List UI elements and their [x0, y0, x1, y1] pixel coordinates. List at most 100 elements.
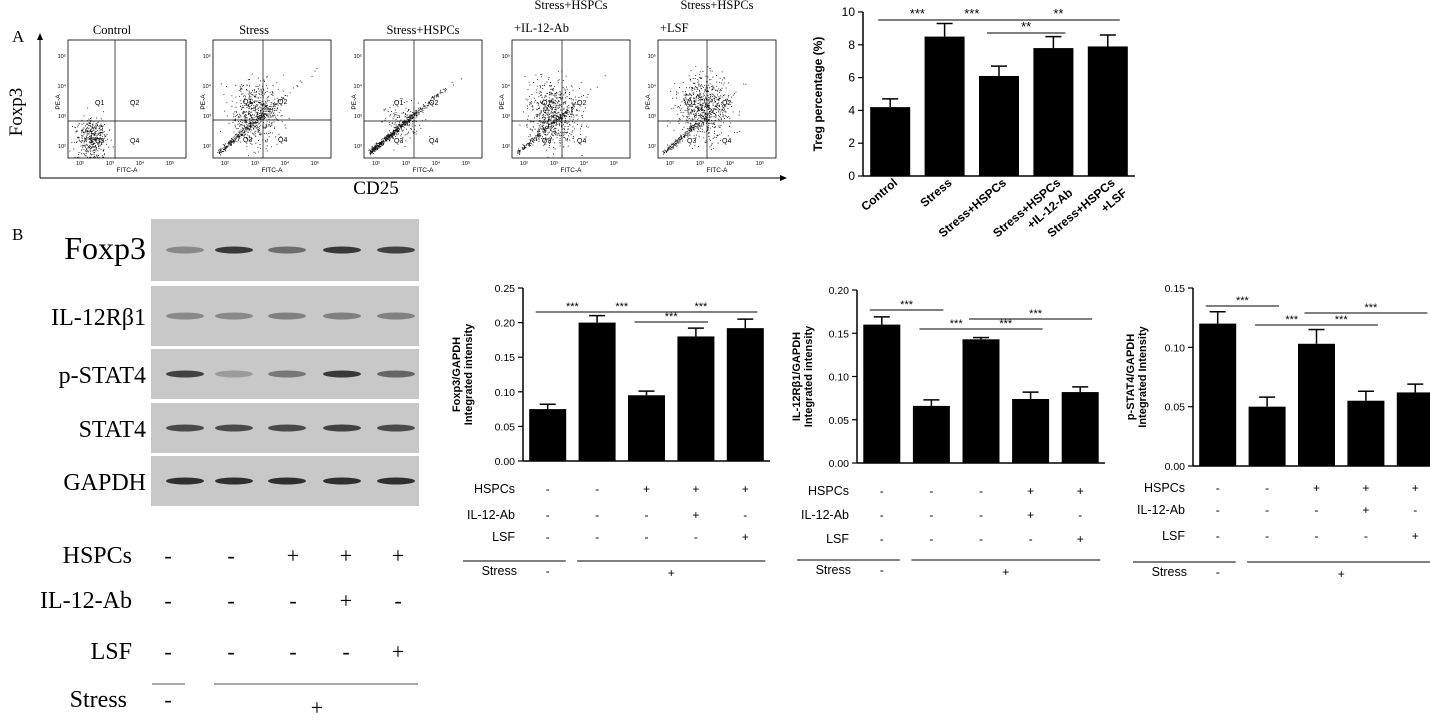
data-dot: [686, 128, 688, 130]
data-dot: [104, 137, 106, 139]
data-dot: [238, 132, 240, 134]
data-dot: [260, 102, 262, 104]
data-dot: [268, 107, 269, 109]
data-dot: [419, 124, 420, 126]
data-dot: [692, 127, 694, 129]
blot-band: [215, 246, 253, 254]
data-dot: [560, 116, 562, 118]
data-dot: [571, 113, 573, 115]
data-dot: [709, 119, 710, 121]
data-dot: [700, 127, 702, 129]
data-dot: [698, 85, 700, 87]
data-dot: [270, 108, 271, 109]
data-dot: [547, 116, 549, 118]
data-dot: [545, 95, 547, 97]
data-dot: [690, 125, 692, 127]
data-dot: [709, 68, 711, 69]
data-dot: [247, 111, 249, 113]
data-dot: [248, 139, 250, 141]
bar: [628, 395, 665, 461]
data-dot: [536, 138, 537, 140]
data-dot: [236, 102, 238, 104]
data-dot: [419, 107, 421, 109]
data-dot: [276, 82, 278, 84]
data-dot: [91, 147, 92, 149]
data-dot: [690, 103, 692, 104]
data-dot: [710, 110, 712, 112]
data-dot: [420, 128, 422, 129]
data-dot: [385, 138, 387, 140]
data-dot: [257, 108, 259, 110]
data-dot: [682, 134, 684, 136]
data-dot: [420, 108, 422, 110]
data-dot: [426, 107, 428, 109]
data-dot: [236, 133, 237, 135]
data-dot: [243, 111, 245, 113]
data-dot: [273, 110, 275, 111]
data-dot: [540, 110, 542, 112]
data-dot: [528, 145, 530, 147]
data-dot: [234, 111, 236, 113]
data-dot: [572, 126, 574, 128]
data-dot: [405, 121, 407, 123]
data-dot: [532, 108, 534, 110]
data-dot: [705, 119, 707, 121]
condition-sign: +: [287, 543, 299, 568]
data-dot: [373, 147, 375, 148]
data-dot: [240, 141, 242, 143]
data-dot: [548, 137, 550, 139]
data-dot: [102, 128, 103, 129]
data-dot: [406, 114, 408, 116]
data-dot: [271, 123, 273, 125]
data-dot: [90, 123, 91, 124]
data-dot: [404, 121, 406, 122]
data-dot: [275, 103, 277, 105]
data-dot: [246, 145, 248, 147]
data-dot: [555, 93, 557, 95]
data-dot: [433, 97, 435, 99]
data-dot: [370, 154, 371, 156]
data-dot: [90, 151, 92, 153]
data-dot: [241, 127, 243, 129]
data-dot: [244, 127, 246, 129]
data-dot: [243, 100, 244, 102]
data-dot: [725, 100, 727, 102]
data-dot: [76, 140, 78, 142]
data-dot: [537, 79, 539, 81]
data-dot: [676, 91, 677, 93]
significance-label: ***: [665, 311, 679, 323]
data-dot: [560, 114, 562, 116]
data-dot: [369, 149, 371, 151]
data-dot: [239, 132, 241, 134]
data-dot: [109, 129, 111, 131]
data-dot: [220, 152, 222, 154]
data-dot: [545, 109, 546, 111]
data-dot: [700, 131, 702, 132]
data-dot: [691, 109, 692, 111]
data-dot: [394, 114, 396, 116]
data-dot: [679, 141, 681, 142]
data-dot: [257, 116, 259, 118]
y-axis-label: Integrated intensity: [803, 325, 815, 427]
data-dot: [103, 148, 105, 150]
data-dot: [391, 137, 393, 139]
data-dot: [707, 126, 709, 128]
data-dot: [387, 111, 389, 112]
data-dot: [91, 138, 92, 139]
data-dot: [699, 73, 701, 75]
data-dot: [395, 124, 397, 126]
data-dot: [242, 133, 244, 135]
data-dot: [415, 117, 417, 119]
data-dot: [518, 152, 520, 154]
data-dot: [530, 128, 532, 130]
data-dot: [720, 119, 722, 120]
data-dot: [261, 100, 263, 102]
data-dot: [404, 121, 406, 123]
data-dot: [267, 87, 269, 89]
data-dot: [697, 109, 699, 111]
data-dot: [248, 113, 249, 114]
data-dot: [384, 139, 386, 140]
data-dot: [405, 116, 407, 118]
data-dot: [560, 119, 562, 121]
data-dot: [383, 142, 385, 144]
